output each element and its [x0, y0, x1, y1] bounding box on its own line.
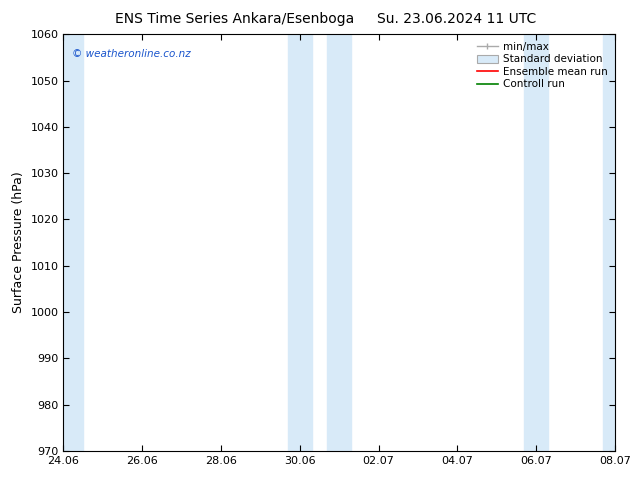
Legend: min/max, Standard deviation, Ensemble mean run, Controll run: min/max, Standard deviation, Ensemble me…: [475, 40, 610, 92]
Bar: [603, 34, 619, 451]
Bar: [288, 34, 312, 451]
Text: © weatheronline.co.nz: © weatheronline.co.nz: [72, 49, 190, 59]
Bar: [327, 34, 351, 451]
Text: ENS Time Series Ankara/Esenboga: ENS Time Series Ankara/Esenboga: [115, 12, 354, 26]
Text: Su. 23.06.2024 11 UTC: Su. 23.06.2024 11 UTC: [377, 12, 536, 26]
Bar: [60, 34, 83, 451]
Y-axis label: Surface Pressure (hPa): Surface Pressure (hPa): [12, 172, 25, 314]
Bar: [524, 34, 548, 451]
